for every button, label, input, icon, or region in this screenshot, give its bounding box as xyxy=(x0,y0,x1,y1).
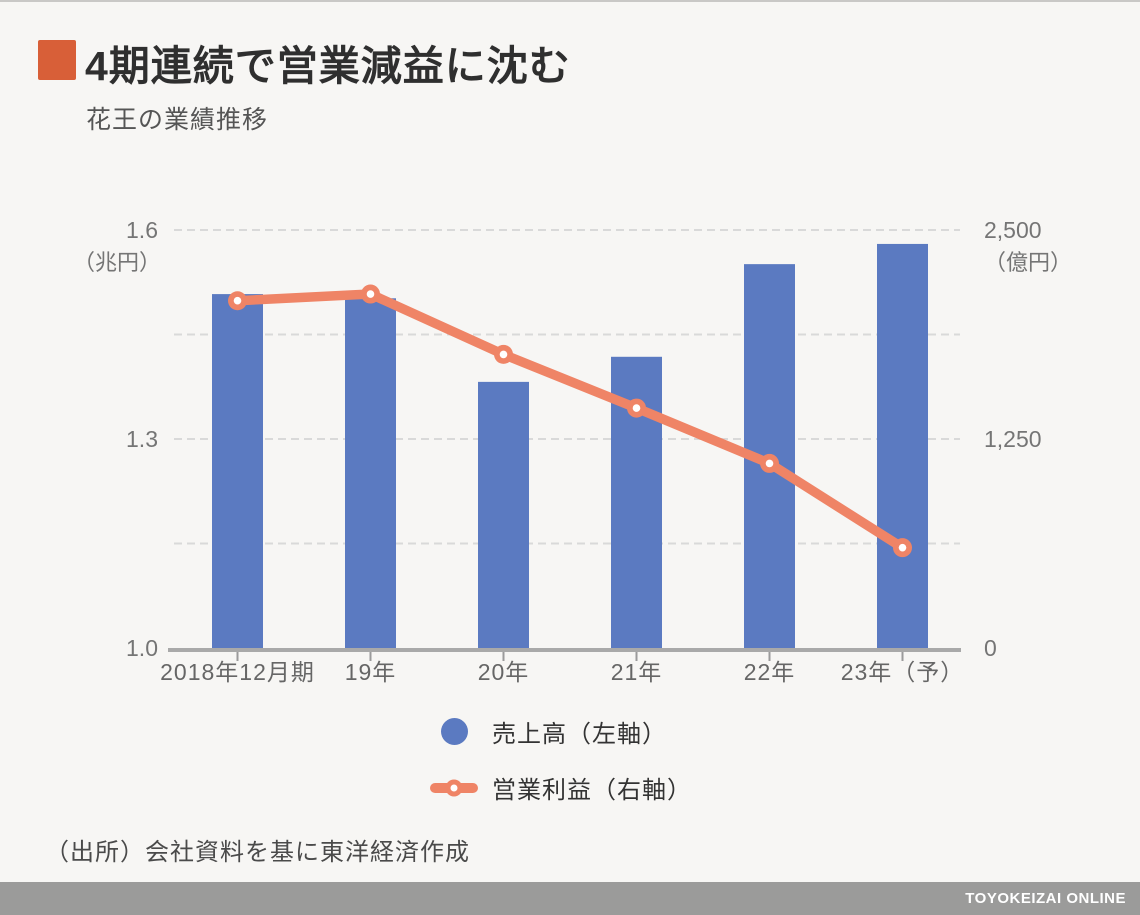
page-title: 4期連続で営業減益に沈む xyxy=(85,43,571,89)
profit-point-core xyxy=(499,350,508,359)
profit-point-core xyxy=(632,404,641,412)
revenue-bar xyxy=(877,243,928,648)
right-axis-unit-label: （億円） xyxy=(984,250,1072,275)
profit-swatch-box xyxy=(430,774,478,801)
legend-item-profit: 営業利益（右軸） xyxy=(430,770,692,805)
x-axis-label: 22年 xyxy=(744,659,796,685)
x-axis-label: 2018年12月期 xyxy=(160,659,315,685)
revenue-bar xyxy=(345,298,396,648)
legend-item-revenue: 売上高（左軸） xyxy=(430,714,667,749)
legend-label-profit: 営業利益（右軸） xyxy=(492,777,692,804)
x-axis-label: 19年 xyxy=(345,659,397,685)
profit-point-core xyxy=(765,459,774,468)
bar-circle-swatch-icon xyxy=(440,718,468,745)
x-axis-label: 23年（予） xyxy=(841,659,965,685)
chart-legend: 売上高（左軸） 営業利益（右軸） xyxy=(430,714,692,805)
revenue-bar xyxy=(212,294,263,648)
footer-brand: TOYOKEIZAI ONLINE xyxy=(965,890,1126,907)
profit-point-core xyxy=(233,296,242,305)
left-axis-tick-label: 1.3 xyxy=(126,426,158,452)
footer-bar: TOYOKEIZAI ONLINE xyxy=(0,882,1140,915)
revenue-bar xyxy=(478,381,529,648)
right-axis-tick-label: 1,250 xyxy=(984,426,1042,452)
profit-point-core xyxy=(898,543,907,552)
x-axis-label: 20年 xyxy=(478,659,530,685)
title-accent-square-icon xyxy=(38,40,76,80)
right-axis-tick-label: 2,500 xyxy=(984,217,1042,243)
left-axis-tick-label: 1.0 xyxy=(126,635,158,661)
left-axis-unit-label: （兆円） xyxy=(73,250,161,275)
revenue-swatch-box xyxy=(430,718,478,745)
chart-subtitle: 花王の業績推移 xyxy=(86,106,269,134)
right-axis-tick-label: 0 xyxy=(984,635,997,661)
profit-line xyxy=(232,289,908,553)
line-marker-swatch-icon xyxy=(430,779,478,796)
line-marker-ring-icon xyxy=(445,779,463,796)
left-axis-tick-label: 1.6 xyxy=(126,217,158,243)
x-axis-label: 21年 xyxy=(611,659,663,685)
profit-point-core xyxy=(366,290,375,298)
chart-canvas: 2018年12月期 19年 20年 21年 22年 23年（予） 1.6 1.3 1.0 （兆円）… xyxy=(73,217,1072,685)
legend-label-revenue: 売上高（左軸） xyxy=(492,721,667,748)
source-note: （出所）会社資料を基に東洋経済作成 xyxy=(45,839,470,866)
